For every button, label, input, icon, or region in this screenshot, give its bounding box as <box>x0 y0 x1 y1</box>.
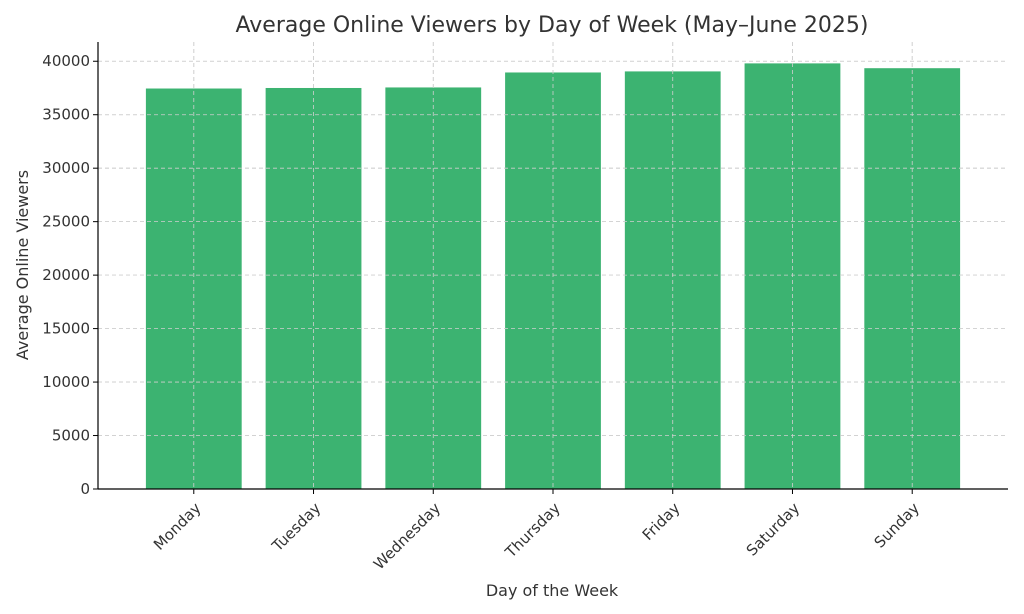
y-axis-label: Average Online Viewers <box>13 170 32 360</box>
bars <box>98 42 1008 490</box>
x-tick-label: Friday <box>639 499 684 544</box>
y-tick-label: 10000 <box>42 373 90 391</box>
bar-sunday <box>864 68 961 489</box>
y-axis: 0 5000 10000 15000 20000 25000 30000 35000 40000 <box>42 42 99 498</box>
y-tick-label: 35000 <box>42 106 90 124</box>
x-axis: Monday Tuesday Wednesday Thursday Friday Satu… <box>98 488 1008 573</box>
y-tick-label: 0 <box>80 480 90 498</box>
y-tick-label: 20000 <box>42 266 90 284</box>
x-axis-label: Day of the Week <box>486 581 619 600</box>
chart-title: Average Online Viewers by Day of Week (M… <box>236 13 869 38</box>
y-tick-label: 40000 <box>42 52 90 70</box>
x-tick-label: Saturday <box>743 499 804 560</box>
x-tick-label: Wednesday <box>370 499 444 573</box>
y-tick-label: 15000 <box>42 320 90 338</box>
x-tick-label: Monday <box>150 499 205 554</box>
y-tick-label: 5000 <box>52 427 90 445</box>
y-tick-label: 25000 <box>42 213 90 231</box>
x-tick-label: Thursday <box>501 499 564 562</box>
x-tick-label: Sunday <box>871 499 924 552</box>
x-tick-label: Tuesday <box>268 499 325 556</box>
y-tick-label: 30000 <box>42 159 90 177</box>
